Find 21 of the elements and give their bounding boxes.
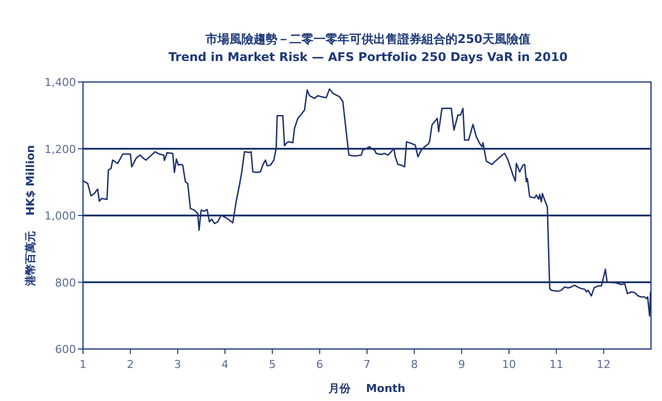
x-tick-label: 5 — [268, 358, 276, 371]
y-tick-label: 800 — [55, 276, 76, 290]
x-tick-label: 3 — [174, 358, 182, 371]
x-tick-label: 6 — [316, 358, 324, 371]
y-axis-title: 港幣百萬元 HK$ Million — [24, 145, 37, 287]
y-tick-label: 1,400 — [44, 76, 76, 89]
x-tick-label: 4 — [222, 358, 228, 371]
x-tick-label: 8 — [410, 358, 418, 371]
x-tick-label: 2 — [126, 358, 134, 371]
chart-title: 市場風險趨勢－二零一零年可供出售證券組合的250天風險值 — [204, 32, 531, 46]
x-tick-label: 7 — [364, 358, 370, 371]
x-tick-label: 11 — [549, 358, 564, 371]
chart-subtitle: Trend in Market Risk — AFS Portfolio 250 Days VaR in 2010 — [168, 50, 568, 64]
y-tick-label: 1,200 — [44, 142, 76, 156]
x-tick-label: 12 — [596, 358, 611, 371]
x-tick-label: 9 — [458, 358, 466, 371]
y-tick-label: 600 — [55, 343, 76, 356]
x-tick-label: 1 — [80, 358, 86, 371]
y-tick-label: 1,000 — [44, 210, 76, 222]
x-tick-label: 10 — [502, 358, 516, 371]
x-axis-title: 月份 Month — [328, 382, 406, 395]
